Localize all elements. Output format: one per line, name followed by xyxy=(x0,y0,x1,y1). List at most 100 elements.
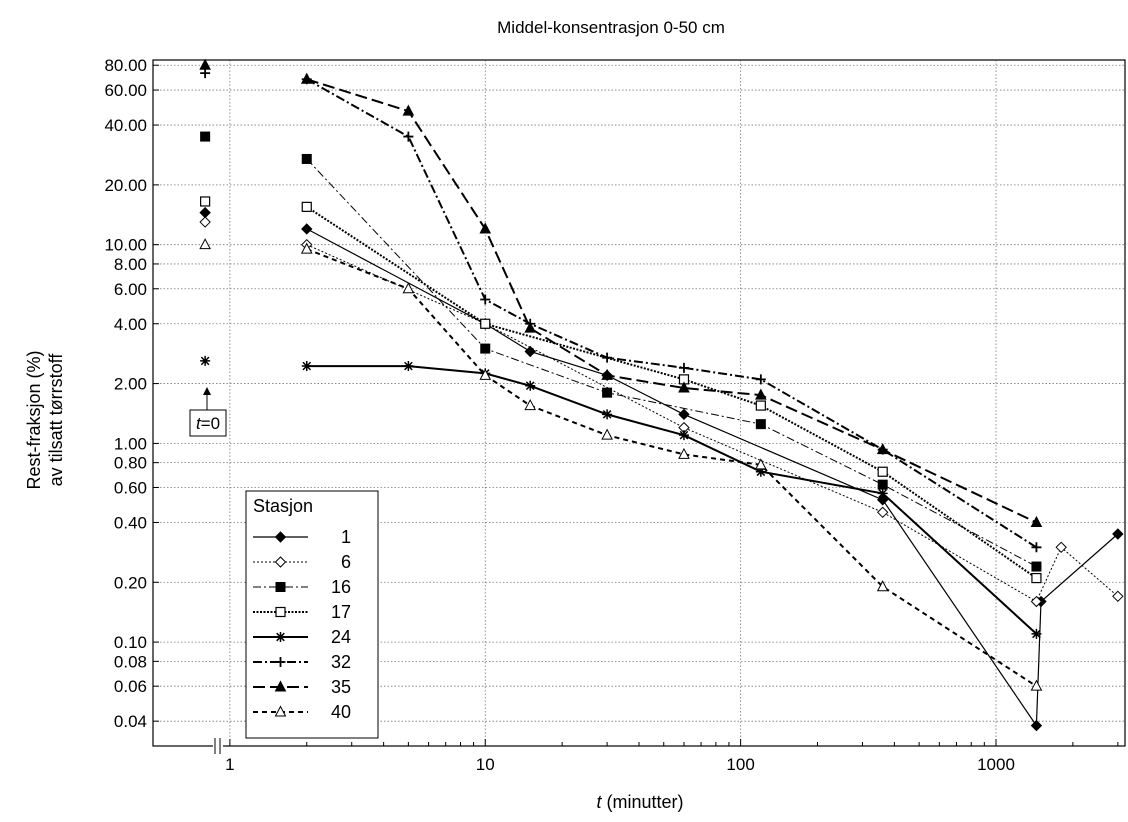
y-tick-label: 10.00 xyxy=(104,236,147,255)
series-35-point xyxy=(678,381,690,393)
series-40-point xyxy=(1030,679,1043,691)
series-32-line xyxy=(306,78,1037,549)
series-17-point xyxy=(480,318,491,329)
series-24-point xyxy=(301,361,312,372)
series-16 xyxy=(301,153,1042,572)
legend-label: 24 xyxy=(331,627,351,647)
series-35-initial-point xyxy=(199,58,211,70)
x-tick-label: 1 xyxy=(225,755,234,774)
series-1-point xyxy=(301,223,313,235)
series-40-point xyxy=(678,447,690,459)
series-layer xyxy=(300,72,1124,732)
series-16-point xyxy=(301,153,312,164)
legend-marker xyxy=(274,531,287,543)
series-1-initial-point xyxy=(199,206,211,219)
series-35-point xyxy=(876,443,889,455)
series-16-line xyxy=(306,158,1037,567)
legend-item-32: 32 xyxy=(253,652,351,672)
legend-item-1: 1 xyxy=(253,527,351,547)
legend-title: Stasjon xyxy=(253,496,313,516)
axis-break-mark xyxy=(213,736,223,756)
legend-label: 35 xyxy=(331,677,351,697)
series-32-point xyxy=(678,362,689,373)
y-tick-label: 80.00 xyxy=(104,56,147,75)
series-17-point xyxy=(755,400,766,411)
axis-ticks: 1 10 100 1000 0.04 0.06 0.080.10 0.20 0.40 0.60 0.… xyxy=(104,56,1119,774)
series-40-initial-point xyxy=(199,238,211,250)
initial-markers xyxy=(199,58,211,366)
series-32 xyxy=(301,74,1042,553)
series-40-point xyxy=(755,458,767,470)
series-16-point xyxy=(602,387,613,398)
series-35-point xyxy=(1030,515,1043,527)
series-35-point xyxy=(524,321,537,333)
series-35-point xyxy=(601,368,613,380)
y-tick-label: 8.00 xyxy=(114,255,147,274)
series-35-point xyxy=(755,388,767,400)
series-24-point xyxy=(678,430,689,441)
series-24-initial-point xyxy=(200,355,211,366)
t0-box xyxy=(189,409,227,437)
t0-arrow-head xyxy=(203,387,211,395)
y-axis-label-line1: Rest-fraksjon (%) xyxy=(24,350,44,489)
y-tick-label: 0.04 xyxy=(114,712,147,731)
series-6-point xyxy=(1055,541,1067,553)
x-tick-label: 10 xyxy=(476,755,495,774)
legend-item-35: 35 xyxy=(253,677,351,697)
legend-marker xyxy=(274,556,287,568)
series-1-point xyxy=(1112,528,1124,540)
series-6-point xyxy=(1112,590,1124,603)
legend-item-6: 6 xyxy=(253,552,351,572)
y-tick-label: 0.20 xyxy=(114,573,147,592)
legend-marker xyxy=(275,582,286,592)
series-17 xyxy=(301,201,1042,584)
series-40-point xyxy=(402,282,415,294)
legend-label: 40 xyxy=(331,702,351,722)
y-tick-label: 6.00 xyxy=(114,280,147,299)
series-24-point xyxy=(877,488,888,499)
legend-item-40: 40 xyxy=(253,702,351,722)
y-tick-label: 20.00 xyxy=(104,176,147,195)
series-1-point xyxy=(876,494,889,506)
series-40-point xyxy=(479,368,492,380)
series-40-line xyxy=(306,248,1037,688)
chart-title: Middel-konsentrasjon 0-50 cm xyxy=(497,18,725,37)
series-17-initial-point xyxy=(200,196,211,207)
y-tick-label: 0.08 xyxy=(114,652,147,671)
legend-label: 17 xyxy=(331,602,351,622)
series-40-point xyxy=(300,242,313,254)
series-32-point xyxy=(480,294,491,305)
series-35 xyxy=(300,72,1043,527)
legend-label: 1 xyxy=(341,527,351,547)
series-24-point xyxy=(403,361,414,372)
series-6-point xyxy=(1030,595,1043,608)
series-24-point xyxy=(602,409,613,420)
legend-marker xyxy=(274,680,287,692)
series-35-point xyxy=(300,72,313,84)
series-32-point xyxy=(1031,542,1042,553)
legend-label: 32 xyxy=(331,652,351,672)
series-32-initial-point xyxy=(200,68,211,79)
t0-annotation: t=0 xyxy=(189,387,227,437)
series-17-point xyxy=(877,466,888,477)
series-1-point xyxy=(1030,719,1043,732)
y-axis-label-line2: av tilsatt tørrstoff xyxy=(46,353,66,487)
y-tick-label: 0.06 xyxy=(114,677,147,696)
series-6-initial-point xyxy=(199,216,211,228)
series-16-initial-point xyxy=(200,131,211,142)
series-24 xyxy=(301,361,1042,639)
y-tick-label: 0.60 xyxy=(114,478,147,497)
legend-item-17: 17 xyxy=(253,602,351,622)
series-17-point xyxy=(301,201,312,212)
y-tick-label: 0.40 xyxy=(114,513,147,532)
series-24-point xyxy=(525,380,536,391)
series-40 xyxy=(300,242,1043,691)
y-tick-label: 60.00 xyxy=(104,81,147,100)
legend-item-16: 16 xyxy=(253,577,351,597)
series-6-point xyxy=(876,506,889,519)
x-tick-label: 1000 xyxy=(977,755,1015,774)
legend-label: 16 xyxy=(331,577,351,597)
